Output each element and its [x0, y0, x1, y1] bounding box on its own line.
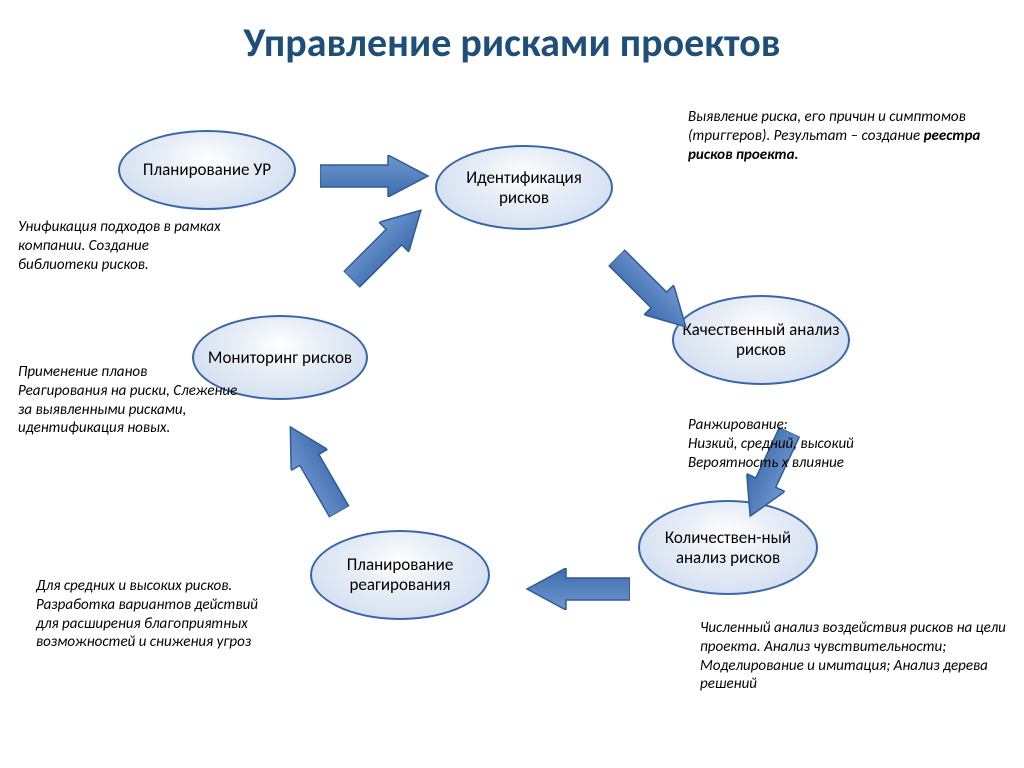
node-identification: Идентификация рисков: [435, 145, 613, 230]
node-label: Качественный анализ рисков: [682, 320, 840, 359]
arrow-identification-to-qualitative: [602, 243, 702, 343]
node-label: Планирование реагирования: [320, 555, 480, 594]
node-label: Планирование УР: [143, 160, 271, 180]
arrow-response-to-monitoring: [271, 415, 357, 523]
annotation-quantitative: Численный анализ воздействия рисков на ц…: [700, 619, 1010, 694]
annotation-identification: Выявление риска, его причин и симптомов …: [688, 108, 988, 164]
annotation-planning: Унификация подходов в рамках компании. С…: [18, 218, 228, 274]
annotation-qualitative: Ранжирование: Низкий, средний, высокий В…: [688, 416, 968, 472]
arrow-planning-to-identification: [320, 155, 430, 197]
node-label: Идентификация рисков: [445, 168, 603, 207]
page-title: Управление рисками проектов: [0, 18, 1024, 67]
arrow-monitoring-to-identification: [337, 194, 437, 294]
annotation-monitoring: Применение планов Реагирования на риски,…: [18, 363, 238, 438]
node-response: Планирование реагирования: [310, 530, 490, 620]
arrow-quantitative-to-response: [525, 568, 630, 610]
node-quantitative: Количествен-ный анализ рисков: [638, 500, 818, 595]
node-label: Количествен-ный анализ рисков: [648, 528, 808, 567]
node-qualitative: Качественный анализ рисков: [672, 295, 850, 385]
node-planning-ur: Планирование УР: [118, 130, 296, 210]
annotation-response: Для средних и высоких рисков. Разработка…: [36, 577, 276, 652]
